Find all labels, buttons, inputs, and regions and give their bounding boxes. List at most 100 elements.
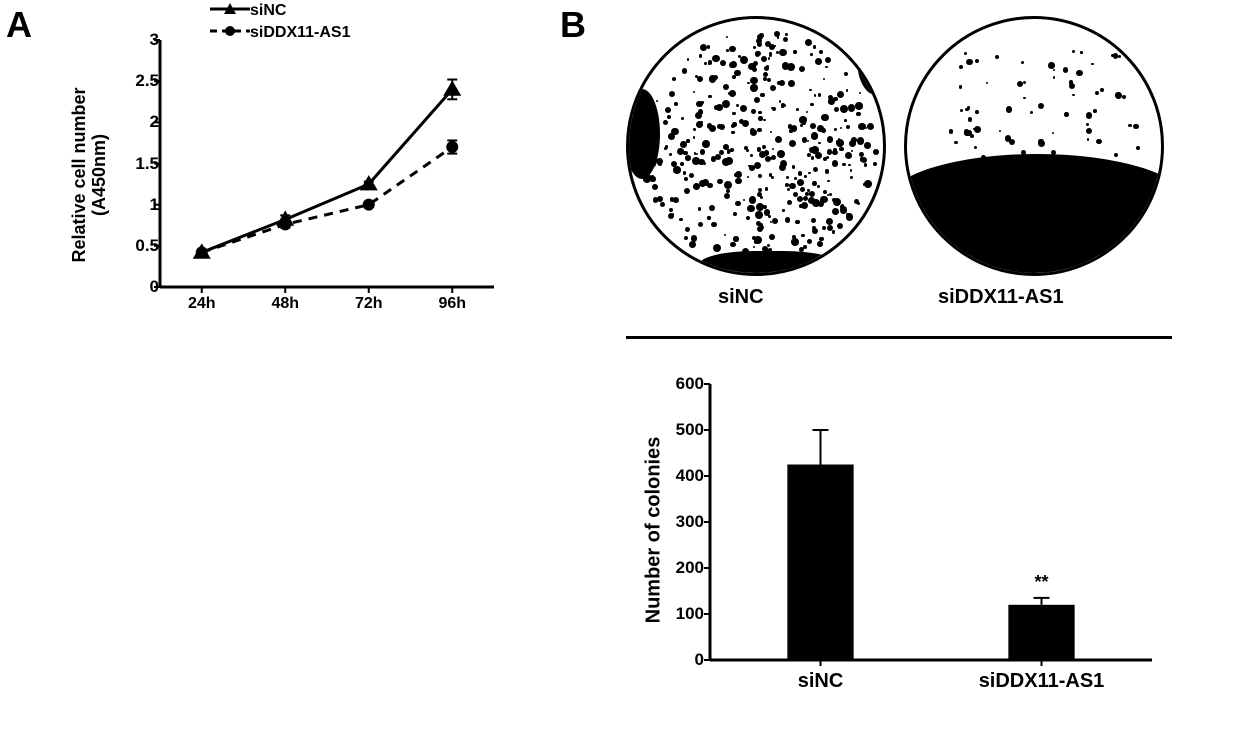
legend-label-siddx11: siDDX11-AS1 xyxy=(250,24,351,42)
colony-dot xyxy=(689,173,694,178)
colony-dot xyxy=(669,153,672,156)
colony-dot xyxy=(769,52,772,55)
colony-dot xyxy=(674,102,679,107)
x-tick-b: siDDX11-AS1 xyxy=(979,670,1105,693)
colony-dot xyxy=(809,191,815,197)
colony-dot xyxy=(735,178,741,184)
colony-dot xyxy=(785,33,788,36)
y-tick-a: 0.5 xyxy=(135,236,159,256)
colony-dot xyxy=(966,59,973,66)
colony-dot xyxy=(768,57,771,60)
colony-dot xyxy=(797,196,803,202)
colony-dot xyxy=(810,123,817,130)
colony-dot xyxy=(842,163,846,167)
y-tick-b: 400 xyxy=(664,466,704,486)
colony-dot xyxy=(729,46,735,52)
colony-dot xyxy=(800,124,803,127)
colony-dot xyxy=(750,84,758,92)
colony-dot xyxy=(828,98,835,105)
colony-dot xyxy=(771,176,774,179)
legend-label-sinc: siNC xyxy=(250,2,286,20)
colony-dot xyxy=(750,154,753,157)
colony-dot xyxy=(753,46,756,49)
colony-dot xyxy=(682,68,688,74)
colony-dot xyxy=(1053,69,1055,71)
colony-dot xyxy=(818,93,821,96)
colony-dot xyxy=(703,162,706,165)
colony-dot xyxy=(1038,140,1045,147)
legend-marker-siddx11 xyxy=(210,24,244,43)
legend-item-sinc: siNC xyxy=(210,0,351,22)
dish-siddx11-as1 xyxy=(904,16,1164,276)
colony-dot xyxy=(819,50,823,54)
colony-dot xyxy=(1021,150,1026,155)
colony-dot xyxy=(731,124,735,128)
colony-dot xyxy=(759,223,763,227)
colony-dot xyxy=(699,180,706,187)
colony-dot xyxy=(793,192,798,197)
colony-dot xyxy=(960,109,963,112)
colony-dot xyxy=(1080,51,1083,54)
colony-dot xyxy=(1087,138,1090,141)
colony-dot xyxy=(1086,112,1092,118)
colony-dot xyxy=(752,236,756,240)
colony-dot xyxy=(974,126,981,133)
colony-dot xyxy=(695,112,702,119)
colony-dot xyxy=(975,110,979,114)
colony-dot xyxy=(797,179,804,186)
colony-dot xyxy=(663,120,668,125)
colony-dot xyxy=(840,127,842,129)
colony-dot xyxy=(1133,124,1139,130)
colony-dot xyxy=(673,166,680,173)
dish-smudge xyxy=(904,154,1164,276)
colony-dot xyxy=(825,57,832,64)
colony-dot xyxy=(693,128,696,131)
colony-dot xyxy=(826,218,833,225)
colony-dot xyxy=(1021,61,1024,64)
colony-dot xyxy=(723,84,729,90)
colony-dot xyxy=(771,155,776,160)
colony-dot xyxy=(726,189,730,193)
colony-dot xyxy=(832,208,839,215)
colony-dot xyxy=(772,107,776,111)
colony-dot xyxy=(856,112,860,116)
colony-dot xyxy=(748,165,750,167)
colony-dot xyxy=(1030,111,1033,114)
colony-dot xyxy=(1113,53,1118,58)
colony-dot xyxy=(954,141,958,145)
colony-dot xyxy=(810,53,813,56)
colony-dot xyxy=(684,236,688,240)
significance-mark: ** xyxy=(1034,572,1048,593)
colony-dot xyxy=(762,262,765,265)
colony-dot xyxy=(668,213,674,219)
colony-dot xyxy=(754,97,760,103)
dish-smudge xyxy=(857,25,886,95)
colony-dot xyxy=(789,183,796,190)
panel-b-label: B xyxy=(560,4,586,46)
panel-a-chart: Relative cell number (A450nm) 00.511.522… xyxy=(70,20,530,320)
colony-dot xyxy=(846,125,850,129)
colony-dot xyxy=(815,58,822,65)
colony-dot xyxy=(1095,91,1100,96)
colony-dot xyxy=(793,50,796,53)
colony-dot xyxy=(693,183,700,190)
colony-dot xyxy=(825,169,830,174)
colony-dot xyxy=(758,116,762,120)
colony-dot xyxy=(813,45,816,48)
colony-dot xyxy=(720,60,726,66)
colony-dot xyxy=(731,131,735,135)
colony-dot xyxy=(839,147,844,152)
colony-dot xyxy=(804,175,807,178)
colony-dot xyxy=(783,104,786,107)
colony-dot xyxy=(669,208,674,213)
colony-dot xyxy=(762,145,766,149)
colony-dot xyxy=(970,134,974,138)
colony-dot xyxy=(959,85,962,88)
colony-dot xyxy=(775,136,782,143)
colony-dot xyxy=(782,62,789,69)
colony-dot xyxy=(698,222,703,227)
colony-dot xyxy=(769,157,772,160)
colony-dot xyxy=(724,234,726,236)
colony-dot xyxy=(802,137,807,142)
panel-a-svg xyxy=(160,40,500,287)
